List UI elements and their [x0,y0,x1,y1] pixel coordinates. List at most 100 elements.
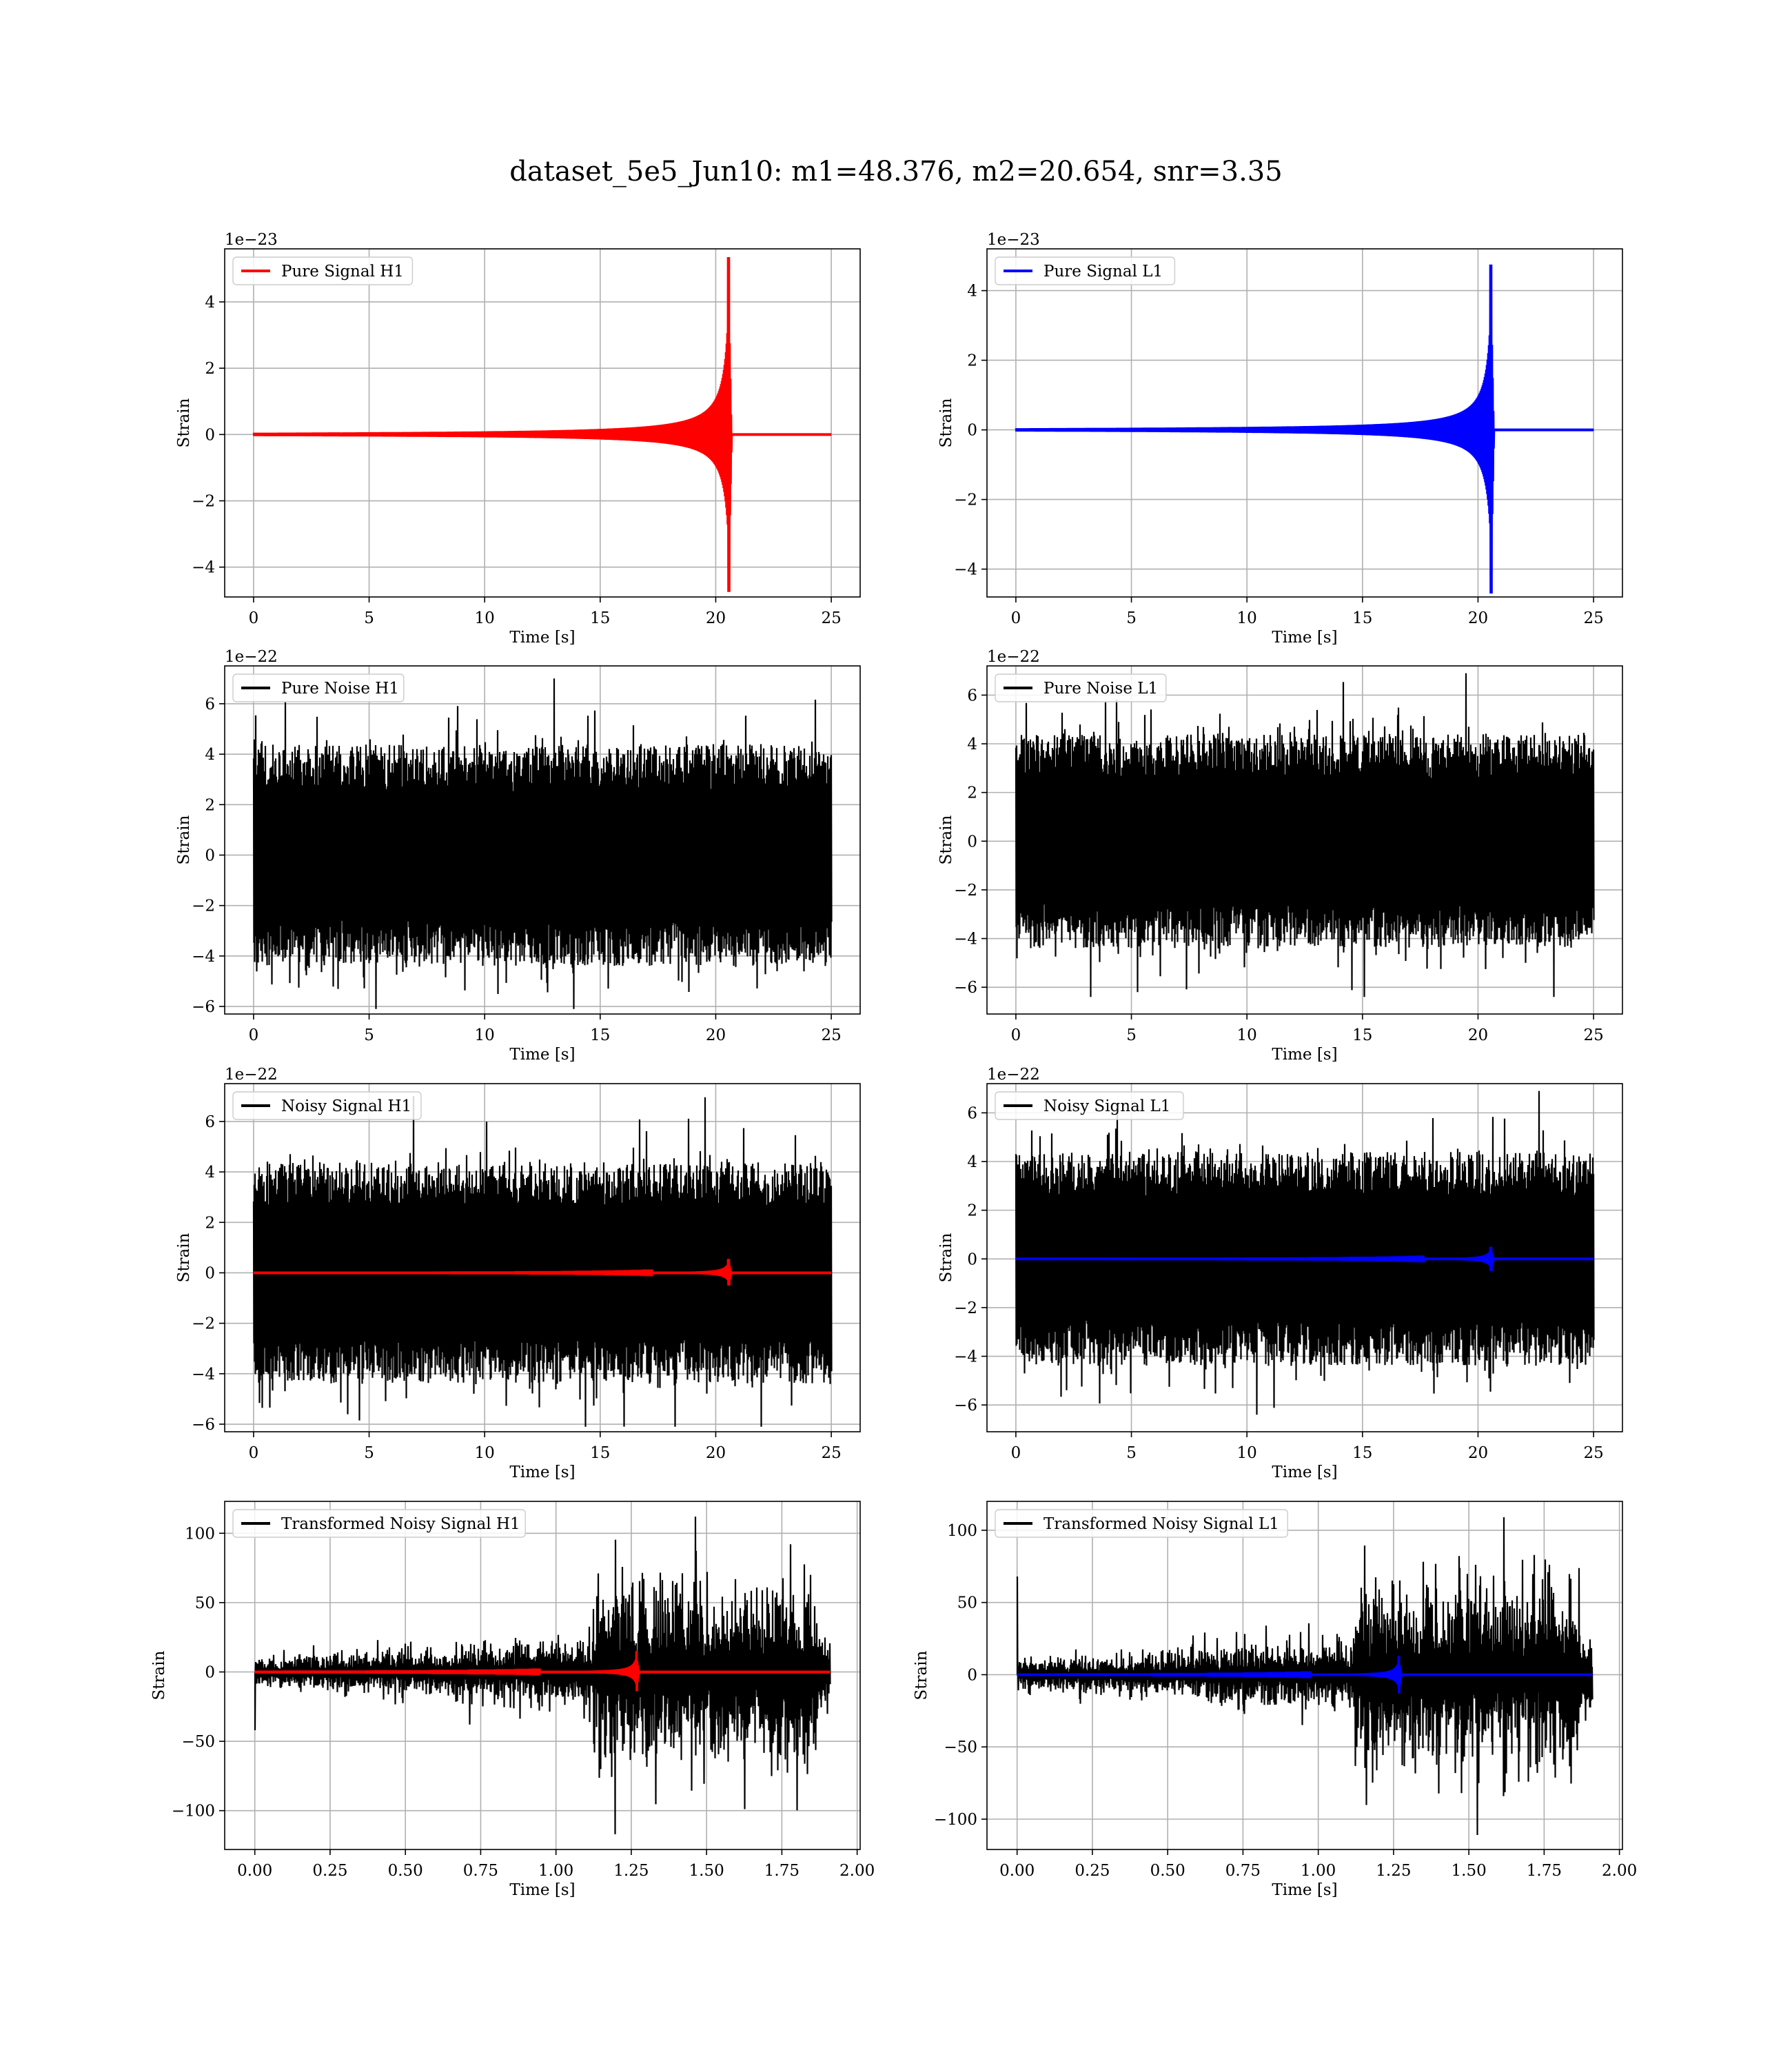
x-tick-label: 10 [475,609,495,627]
figure-title: dataset_5e5_Jun10: m1=48.376, m2=20.654,… [509,156,1283,187]
y-tick-label: 4 [205,294,215,312]
y-tick-label: −4 [954,561,977,579]
legend: Pure Noise L1 [995,673,1167,702]
y-tick-label: 2 [967,784,977,802]
plot-area [987,249,1622,597]
x-tick-label: 15 [590,1026,610,1044]
y-tick-label: 0 [205,847,215,864]
x-tick-label: 25 [821,609,841,627]
legend-box [232,1091,422,1120]
x-tick-label: 0.75 [1225,1862,1261,1880]
whitened-series-line [254,1517,831,1834]
y-axis-label: Strain [175,815,193,864]
transformed-noisy-signal-h1: 0.00 0.25 0.50 0.75 1.00 1.25 1.50 1.75 2.00 −100… [150,1501,875,1899]
y-tick-label: −6 [192,1416,215,1434]
y-axis-label: Strain [150,1650,168,1700]
legend-box [232,673,405,702]
axes-frame [224,1083,861,1432]
x-tick-label: 25 [1583,1444,1603,1462]
legend-label: Pure Signal H1 [281,263,404,281]
legend-label: Noisy Signal L1 [1043,1097,1170,1115]
pure-noise-h1: 0 5 10 15 20 25 −6 −4 −2 0 2 4 6 Time [s] Strain 1e−22P… [175,648,861,1064]
y-tick-label: 6 [205,1113,215,1131]
y-tick-label: 6 [205,696,215,713]
plot-area [225,249,860,597]
offset-text: 1e−22 [225,648,278,666]
x-tick-label: 15 [590,609,610,627]
axes-frame [224,1501,861,1850]
y-axis-label: Strain [175,398,193,447]
offset-text: 1e−23 [225,231,278,249]
y-tick-label: 2 [205,796,215,814]
y-tick-label: 2 [205,360,215,378]
x-axis-label: Time [s] [1272,1881,1337,1899]
x-axis-label: Time [s] [1272,629,1337,647]
x-tick-label: 5 [364,1444,374,1462]
x-tick-label: 1.25 [613,1862,649,1880]
y-tick-label: 0 [205,1663,215,1681]
y-axis-label: Strain [913,1650,930,1700]
x-tick-label: 0.50 [1150,1862,1185,1880]
x-axis-label: Time [s] [509,629,575,647]
y-tick-label: −6 [954,979,977,997]
y-tick-label: −4 [954,1348,977,1366]
x-tick-label: 20 [706,1026,726,1044]
x-tick-label: 10 [475,1026,495,1044]
legend-box [995,673,1167,702]
axes-frame [986,665,1623,1015]
x-tick-label: 0 [249,1444,259,1462]
x-tick-label: 25 [821,1444,841,1462]
y-tick-label: 2 [205,1214,215,1232]
y-tick-label: −4 [192,559,215,577]
y-tick-label: −100 [172,1803,215,1821]
x-tick-label: 20 [1468,609,1488,627]
x-tick-label: 1.00 [1301,1862,1336,1880]
x-tick-label: 15 [590,1444,610,1462]
legend: Noisy Signal L1 [995,1091,1184,1120]
y-tick-label: 100 [185,1525,215,1543]
x-axis-label: Time [s] [1272,1046,1337,1064]
legend: Transformed Noisy Signal L1 [995,1509,1288,1538]
x-tick-label: 10 [475,1444,495,1462]
x-tick-label: 5 [364,609,374,627]
axes-frame [224,665,861,1015]
x-tick-label: 1.50 [689,1862,724,1880]
y-tick-label: 4 [967,283,977,301]
y-tick-label: 50 [957,1594,977,1612]
y-tick-label: −100 [934,1811,977,1829]
axes-frame [224,248,861,598]
legend: Pure Signal H1 [232,256,414,285]
y-tick-label: −4 [192,1366,215,1383]
x-tick-label: 0.00 [999,1862,1035,1880]
y-tick-label: 4 [967,736,977,753]
x-axis-label: Time [s] [1272,1463,1337,1481]
x-tick-label: 15 [1352,1026,1372,1044]
y-tick-label: 6 [967,687,977,704]
y-tick-label: 2 [967,352,977,370]
y-tick-label: 0 [967,1250,977,1268]
legend-label: Pure Signal L1 [1043,263,1163,281]
x-tick-label: 10 [1237,1026,1257,1044]
legend: Pure Signal L1 [995,256,1176,285]
noise-series-line [252,1096,833,1427]
y-tick-label: 4 [205,1164,215,1182]
y-tick-label: 6 [967,1104,977,1122]
legend-label: Noisy Signal H1 [281,1097,411,1115]
x-axis-label: Time [s] [509,1463,575,1481]
x-tick-label: 15 [1352,609,1372,627]
y-axis-label: Strain [937,815,955,864]
legend-label: Transformed Noisy Signal H1 [281,1515,520,1533]
pure-noise-l1: 0 5 10 15 20 25 −6 −4 −2 0 2 4 6 Time [s] Strain 1e−22P… [937,648,1623,1064]
x-tick-label: 20 [706,609,726,627]
x-tick-label: 25 [821,1026,841,1044]
y-tick-label: −6 [954,1397,977,1415]
y-axis-label: Strain [937,398,955,447]
x-tick-label: 25 [1583,1026,1603,1044]
x-tick-label: 2.00 [1602,1862,1637,1880]
x-tick-label: 1.00 [538,1862,573,1880]
x-tick-label: 0.50 [388,1862,423,1880]
x-tick-label: 10 [1237,1444,1257,1462]
legend: Pure Noise H1 [232,673,405,702]
y-tick-label: 0 [967,833,977,851]
legend: Transformed Noisy Signal H1 [232,1509,526,1538]
